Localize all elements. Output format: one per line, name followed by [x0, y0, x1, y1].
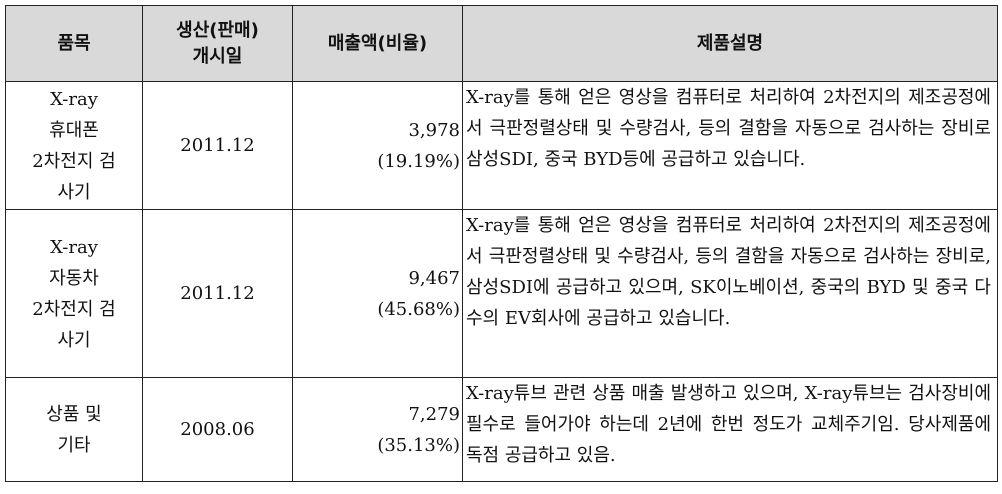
- sales-cell: 7,279 (35.13%): [292, 377, 463, 482]
- sales-cell: 9,467 (45.68%): [292, 209, 463, 378]
- description-cell: X-ray를 통해 얻은 영상을 컴퓨터로 처리하여 2차전지의 제조공정에서 …: [462, 209, 998, 378]
- description-cell: X-ray튜브 관련 상품 매출 발생하고 있으며, X-ray튜브는 검사장비…: [462, 377, 998, 482]
- header-sales: 매출액(비율): [292, 5, 463, 82]
- product-name-cell: X-ray 자동차 2차전지 검 사기: [5, 209, 143, 378]
- header-product: 품목: [5, 5, 143, 82]
- product-table: 품목 생산(판매) 개시일 매출액(비율) 제품설명 X-ray 휴대폰 2차전…: [5, 5, 998, 482]
- sales-ratio: (19.19%): [377, 150, 460, 172]
- header-description: 제품설명: [462, 5, 998, 82]
- description-cell: X-ray를 통해 얻은 영상을 컴퓨터로 처리하여 2차전지의 제조공정에서 …: [462, 81, 998, 210]
- launch-date-cell: 2008.06: [142, 377, 293, 482]
- sales-ratio: (35.13%): [377, 434, 460, 456]
- sales-ratio: (45.68%): [377, 298, 460, 320]
- table-row: X-ray 휴대폰 2차전지 검 사기 2011.12 3,978 (19.19…: [5, 81, 998, 210]
- product-name-cell: 상품 및 기타: [5, 377, 143, 482]
- product-name-cell: X-ray 휴대폰 2차전지 검 사기: [5, 81, 143, 210]
- header-row: 품목 생산(판매) 개시일 매출액(비율) 제품설명: [5, 5, 998, 82]
- sales-amount: 9,467: [408, 267, 460, 289]
- sales-amount: 7,279: [408, 403, 460, 425]
- header-launch-date: 생산(판매) 개시일: [142, 5, 293, 82]
- launch-date-cell: 2011.12: [142, 209, 293, 378]
- sales-cell: 3,978 (19.19%): [292, 81, 463, 210]
- sales-amount: 3,978: [408, 119, 460, 141]
- table-row: 상품 및 기타 2008.06 7,279 (35.13%) X-ray튜브 관…: [5, 377, 998, 482]
- launch-date-cell: 2011.12: [142, 81, 293, 210]
- table-row: X-ray 자동차 2차전지 검 사기 2011.12 9,467 (45.68…: [5, 209, 998, 378]
